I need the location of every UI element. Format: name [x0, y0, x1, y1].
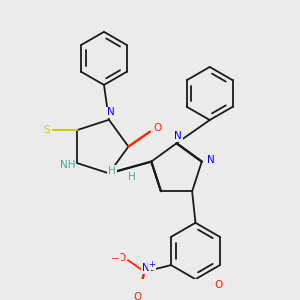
Text: N: N: [207, 155, 215, 165]
Text: N: N: [107, 107, 115, 118]
Text: N: N: [142, 263, 150, 273]
Text: O: O: [118, 254, 126, 263]
Text: O: O: [134, 292, 142, 300]
Text: O: O: [153, 123, 161, 133]
Text: H: H: [128, 172, 136, 182]
Text: +: +: [148, 260, 155, 269]
Text: H: H: [108, 166, 116, 176]
Text: O: O: [214, 280, 223, 290]
Text: N: N: [174, 131, 182, 141]
Text: NH: NH: [60, 160, 75, 170]
Text: −: −: [111, 254, 120, 265]
Text: S: S: [43, 125, 50, 135]
